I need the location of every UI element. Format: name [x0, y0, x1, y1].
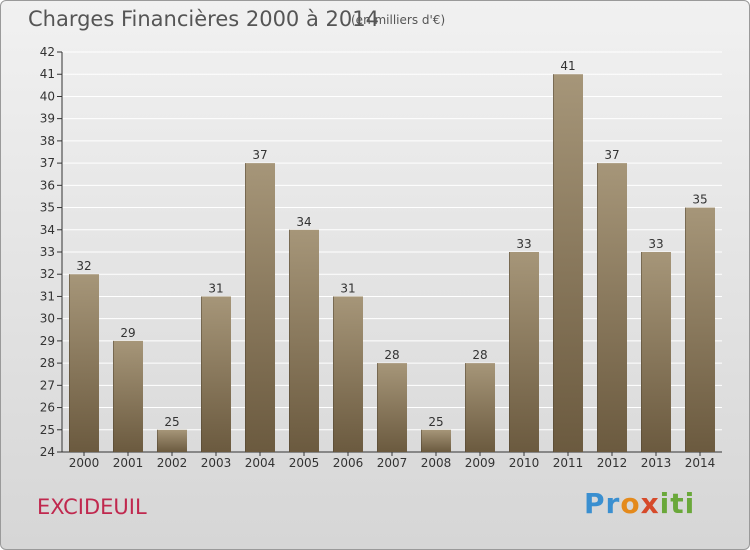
bar-value-label: 33	[516, 237, 531, 251]
x-tick-label: 2014	[685, 456, 716, 470]
bar	[377, 363, 407, 452]
x-tick-label: 2003	[201, 456, 232, 470]
y-tick-label: 37	[40, 156, 55, 170]
bar-value-label: 34	[296, 215, 311, 229]
bar	[597, 163, 627, 452]
y-tick-label: 34	[40, 223, 55, 237]
y-tick-label: 39	[40, 112, 55, 126]
chart-subtitle: (en milliers d'€)	[351, 13, 446, 27]
y-tick-label: 41	[40, 67, 55, 81]
x-tick-label: 2001	[113, 456, 144, 470]
bar-value-label: 37	[252, 148, 267, 162]
y-tick-label: 36	[40, 178, 55, 192]
bar-value-label: 41	[560, 59, 575, 73]
y-tick-label: 24	[40, 445, 55, 459]
bar-value-label: 25	[164, 415, 179, 429]
bar	[553, 74, 583, 452]
bar	[201, 296, 231, 452]
y-tick-label: 35	[40, 201, 55, 215]
y-tick-label: 29	[40, 334, 55, 348]
y-tick-label: 26	[40, 401, 55, 415]
bar	[333, 296, 363, 452]
bar-value-label: 35	[692, 193, 707, 207]
bar	[157, 429, 187, 452]
x-tick-label: 2005	[289, 456, 320, 470]
x-tick-label: 2010	[509, 456, 540, 470]
bar-value-label: 31	[208, 281, 223, 295]
proxiti-logo: Proxiti	[584, 487, 696, 520]
bar	[509, 252, 539, 452]
town-name: EXCIDEUIL	[37, 495, 147, 519]
x-tick-label: 2006	[333, 456, 364, 470]
y-tick-label: 30	[40, 312, 55, 326]
y-tick-label: 27	[40, 378, 55, 392]
x-tick-label: 2002	[157, 456, 188, 470]
x-tick-label: 2004	[245, 456, 276, 470]
x-tick-label: 2000	[69, 456, 100, 470]
x-tick-label: 2013	[641, 456, 672, 470]
y-tick-label: 25	[40, 423, 55, 437]
x-tick-label: 2008	[421, 456, 452, 470]
bar-value-label: 37	[604, 148, 619, 162]
y-tick-label: 40	[40, 89, 55, 103]
y-tick-label: 32	[40, 267, 55, 281]
bar-value-label: 32	[76, 259, 91, 273]
bar-value-label: 28	[384, 348, 399, 362]
x-tick-label: 2009	[465, 456, 496, 470]
bar	[685, 207, 715, 452]
y-tick-label: 38	[40, 134, 55, 148]
y-tick-label: 28	[40, 356, 55, 370]
bar-value-label: 29	[120, 326, 135, 340]
bar-value-label: 25	[428, 415, 443, 429]
bar	[289, 229, 319, 452]
bar-value-label: 33	[648, 237, 663, 251]
y-tick-label: 33	[40, 245, 55, 259]
x-tick-label: 2011	[553, 456, 584, 470]
bar	[421, 429, 451, 452]
bar	[245, 163, 275, 452]
bar	[641, 252, 671, 452]
bar	[113, 340, 143, 452]
x-tick-label: 2012	[597, 456, 628, 470]
chart-title: Charges Financières 2000 à 2014	[28, 7, 379, 31]
bar	[465, 363, 495, 452]
x-tick-label: 2007	[377, 456, 408, 470]
y-tick-label: 42	[40, 45, 55, 59]
bar	[69, 274, 99, 452]
bar-value-label: 28	[472, 348, 487, 362]
bar-value-label: 31	[340, 281, 355, 295]
y-tick-label: 31	[40, 289, 55, 303]
